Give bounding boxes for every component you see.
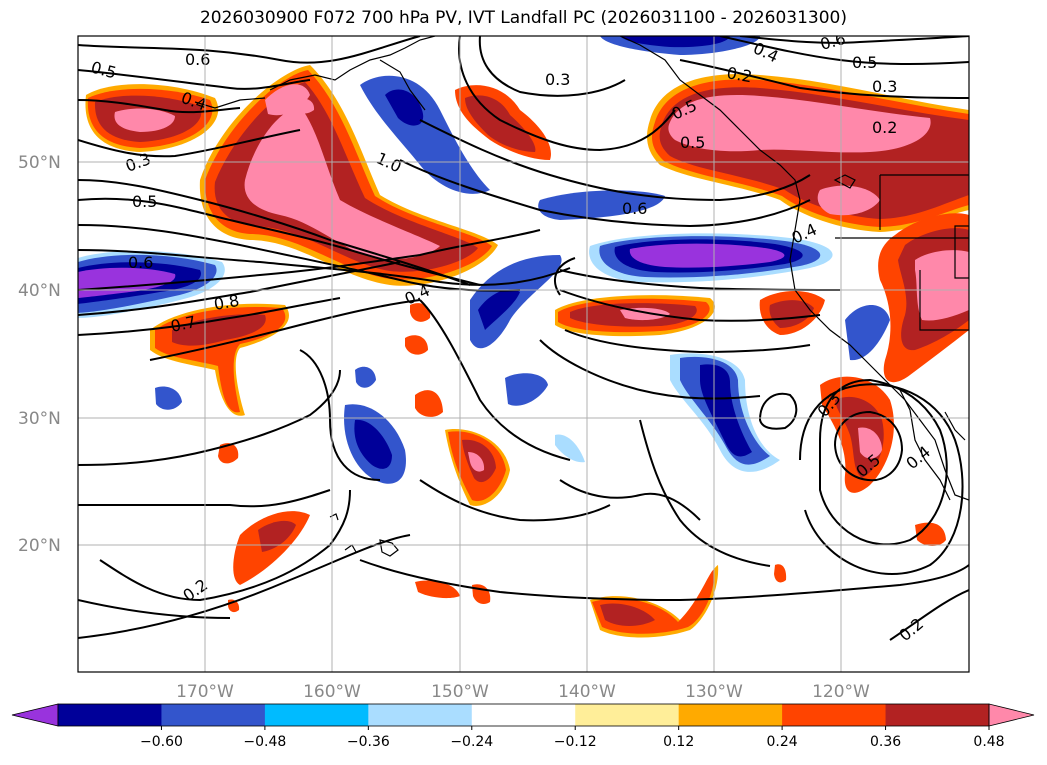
colorbar: −0.60 −0.48 −0.36 −0.24 −0.12 0.12 0.24 0.36 0.4… bbox=[11, 703, 1035, 750]
colorbar-segment bbox=[368, 704, 473, 726]
contour-label: 0.5 bbox=[680, 133, 705, 152]
colorbar-tick-label: −0.36 bbox=[347, 734, 390, 750]
contour-label: 0.3 bbox=[872, 77, 897, 96]
colorbar-segment bbox=[264, 704, 369, 726]
lon-label: 170°W bbox=[176, 682, 234, 702]
contour-label: 0.3 bbox=[545, 70, 570, 89]
colorbar-tick-label: 0.48 bbox=[973, 734, 1004, 750]
lon-label: 150°W bbox=[431, 682, 489, 702]
latitude-labels: 50°N 40°N 30°N 20°N bbox=[18, 153, 61, 556]
colorbar-frame bbox=[57, 703, 990, 727]
contour-label: 0.6 bbox=[128, 253, 153, 272]
colorbar-tick-label: −0.48 bbox=[243, 734, 286, 750]
contour-label: 0.8 bbox=[212, 291, 240, 314]
colorbar-tick-label: 0.24 bbox=[767, 734, 798, 750]
contour-label: 0.2 bbox=[872, 118, 897, 137]
colorbar-extend-low bbox=[11, 703, 59, 727]
map-title: 2026030900 F072 700 hPa PV, IVT Landfall… bbox=[199, 8, 847, 28]
lon-label: 160°W bbox=[303, 682, 361, 702]
colorbar-extend-high bbox=[988, 703, 1035, 727]
colorbar-tick-label: 0.36 bbox=[870, 734, 901, 750]
coastlines bbox=[194, 36, 969, 557]
lat-label: 50°N bbox=[18, 153, 61, 173]
colorbar-segment bbox=[782, 704, 887, 726]
contour-label: 0.5 bbox=[852, 53, 877, 72]
colorbar-tick-label: −0.12 bbox=[554, 734, 597, 750]
colorbar-segment bbox=[471, 704, 576, 726]
colorbar-segment bbox=[58, 704, 162, 726]
lon-label: 120°W bbox=[812, 682, 870, 702]
map-frame bbox=[77, 35, 970, 673]
contour-label: 0.6 bbox=[185, 50, 210, 69]
contour-label: 0.5 bbox=[132, 192, 157, 211]
graticule bbox=[78, 36, 969, 672]
colorbar-tick-label: −0.24 bbox=[450, 734, 493, 750]
contour-label: 0.2 bbox=[725, 63, 753, 86]
lat-label: 30°N bbox=[18, 409, 61, 429]
lat-label: 40°N bbox=[18, 281, 61, 301]
lon-label: 130°W bbox=[685, 682, 743, 702]
colorbar-segment bbox=[161, 704, 266, 726]
longitude-labels: 170°W 160°W 150°W 140°W 130°W 120°W bbox=[176, 682, 870, 702]
map-plot-area: 0.5 0.6 0.4 0.3 0.5 0.6 0.8 0.7 1.0 0.4 … bbox=[78, 36, 969, 672]
colorbar-segment bbox=[885, 704, 990, 726]
colorbar-segment bbox=[678, 704, 783, 726]
lon-label: 140°W bbox=[558, 682, 616, 702]
colorbar-tick-label: −0.60 bbox=[140, 734, 183, 750]
lat-label: 20°N bbox=[18, 536, 61, 556]
contour-label: 0.6 bbox=[622, 199, 647, 218]
contour-label: 0.7 bbox=[169, 312, 198, 336]
colorbar-tick-label: 0.12 bbox=[663, 734, 694, 750]
colorbar-segment bbox=[575, 704, 680, 726]
